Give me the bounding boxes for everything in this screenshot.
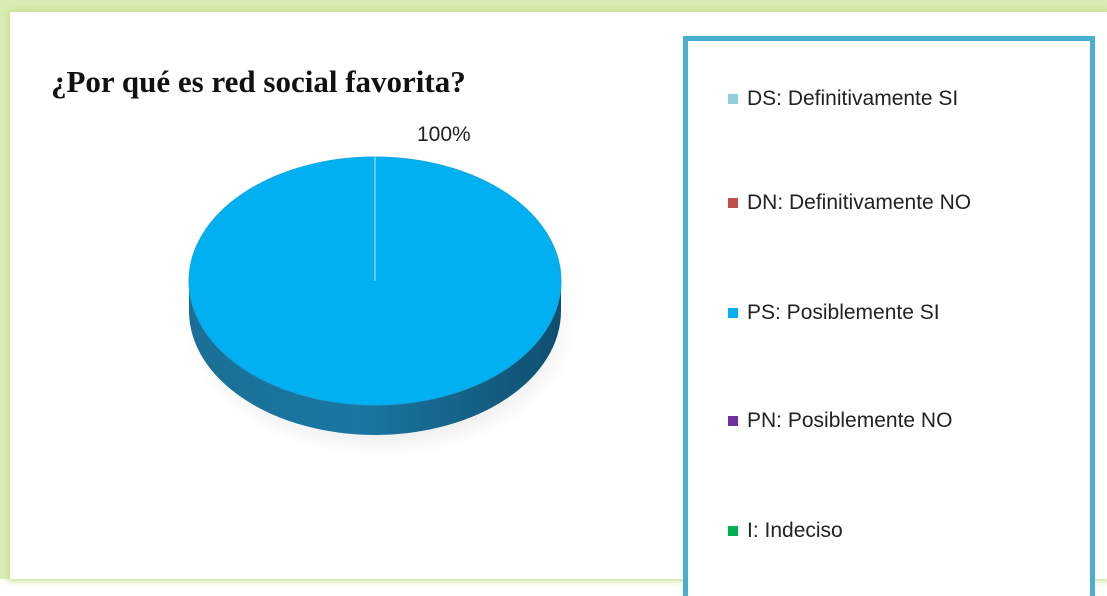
legend: DS: Definitivamente SI DN: Definitivamen…	[683, 36, 1095, 596]
legend-label-ps: PS: Posiblemente SI	[747, 301, 940, 324]
legend-swatch-ps	[728, 308, 738, 318]
legend-item-pn: PN: Posiblemente NO	[728, 409, 952, 433]
legend-item-i: I: Indeciso	[728, 519, 843, 543]
legend-swatch-dn	[728, 198, 738, 208]
legend-label-ds: DS: Definitivamente SI	[747, 87, 959, 110]
pie-slice-side-ps	[189, 281, 561, 435]
legend-label-dn: DN: Definitivamente NO	[747, 191, 972, 214]
legend-label-pn: PN: Posiblemente NO	[747, 409, 953, 432]
data-label-ps: 100%	[417, 123, 471, 146]
legend-swatch-i	[728, 526, 738, 536]
legend-swatch-pn	[728, 416, 738, 426]
legend-item-dn: DN: Definitivamente NO	[728, 191, 971, 215]
legend-label-i: I: Indeciso	[747, 519, 843, 542]
legend-swatch-ds	[728, 94, 738, 104]
legend-item-ps: PS: Posiblemente SI	[728, 301, 940, 325]
pie-chart	[185, 156, 577, 457]
legend-item-ds: DS: Definitivamente SI	[728, 87, 958, 111]
chart-title: ¿Por qué es red social favorita?	[51, 64, 466, 99]
